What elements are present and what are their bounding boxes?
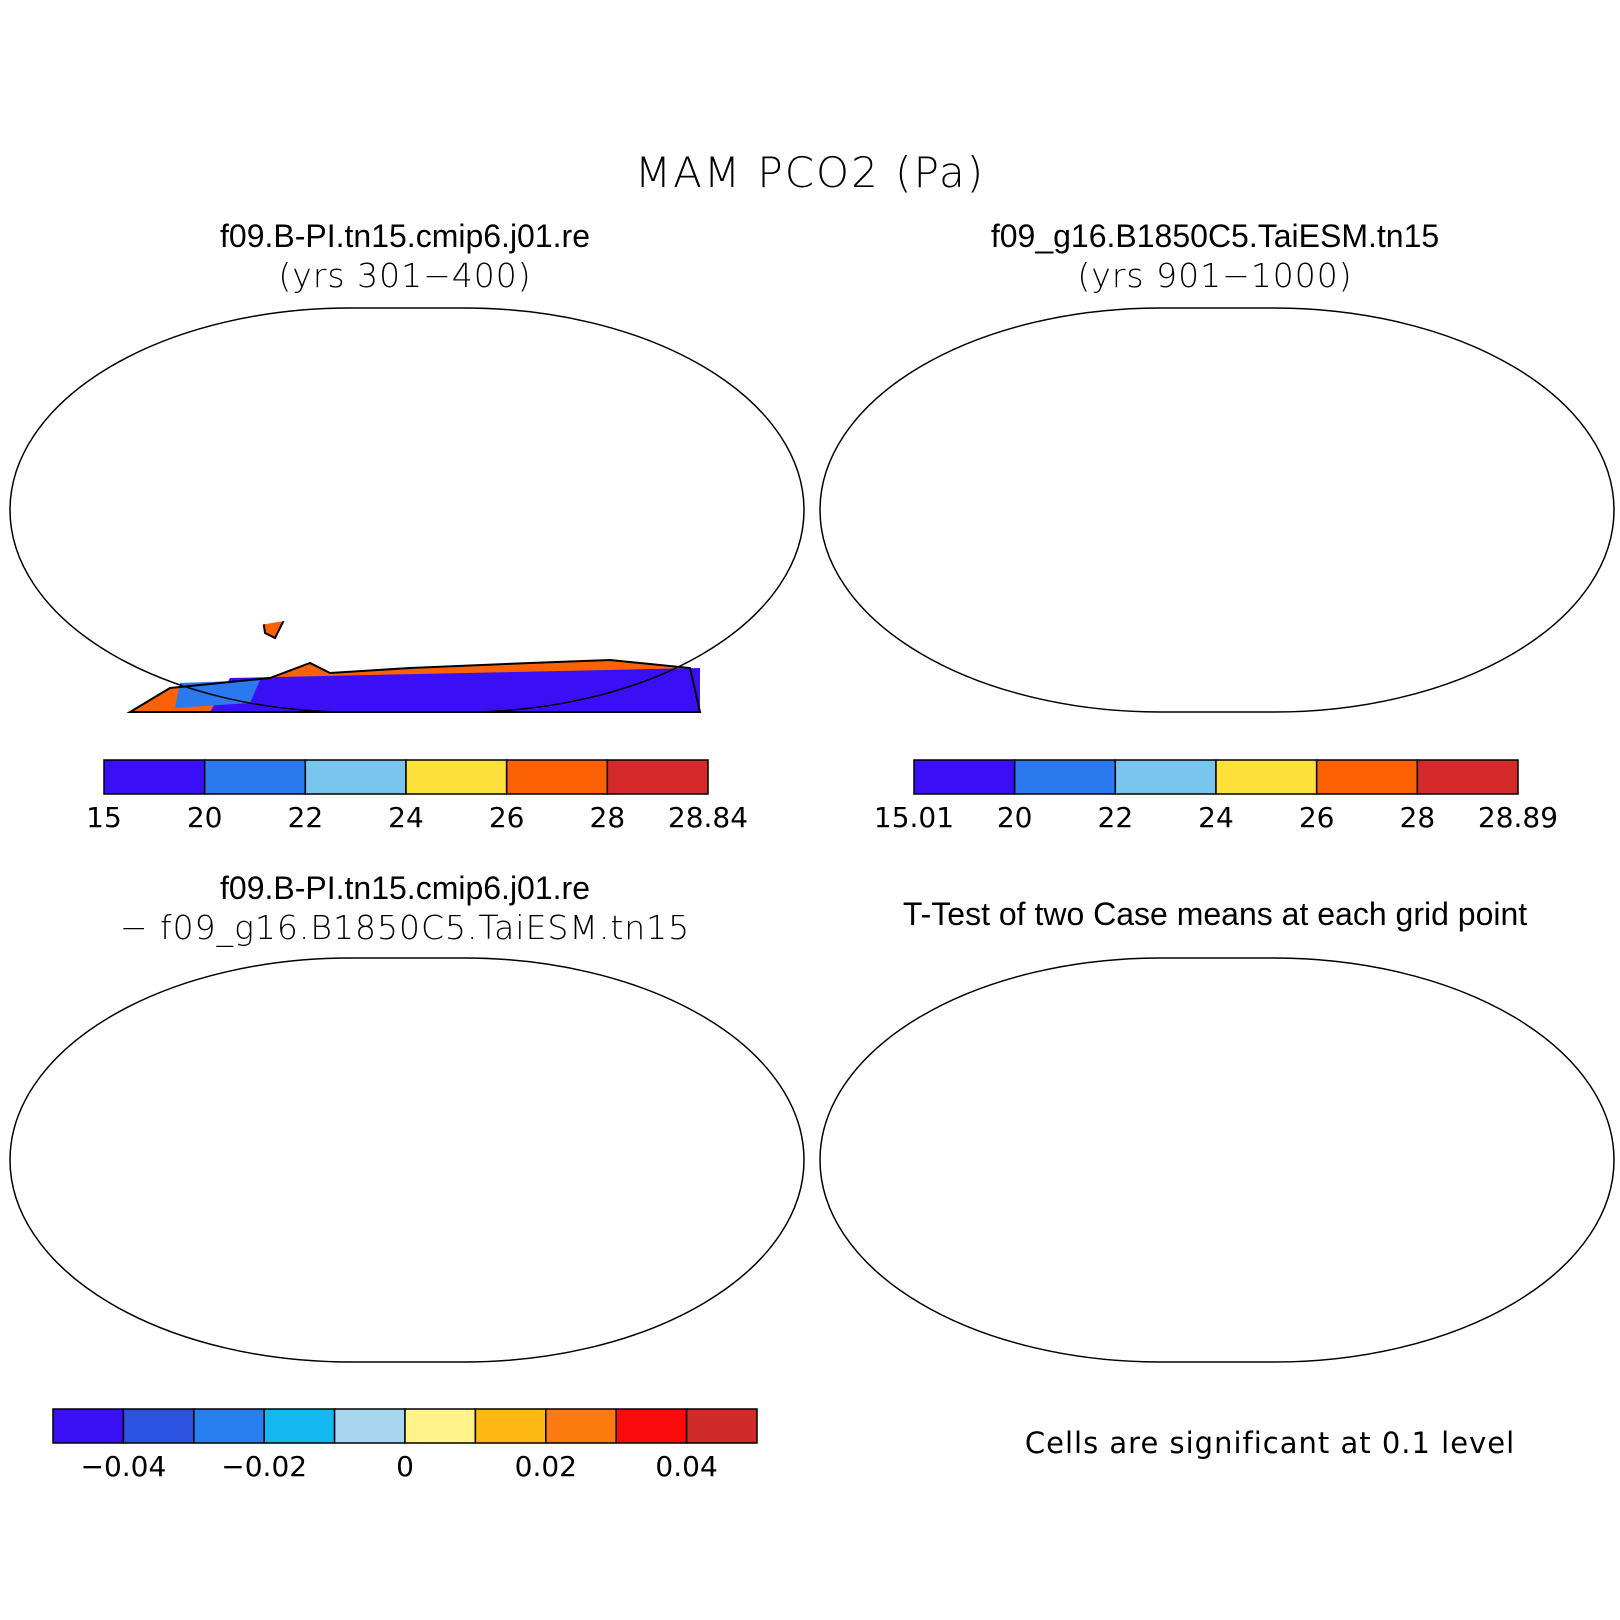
colorbar3-tick-label-4: 0.04 [655, 1450, 717, 1483]
panel2-title: f09_g16.B1850C5.TaiESM.tn15 [990, 218, 1440, 254]
panel1-map [9, 307, 805, 713]
colorbar1-tick-label-5: 28 [590, 801, 626, 834]
panel1-subtitle: (yrs 301−400) [278, 256, 532, 295]
colorbar3-swatch-9 [685, 1408, 758, 1444]
panel2-map [819, 307, 1615, 713]
colorbar-panel1: 15 20 22 24 26 28 28.84 [86, 759, 748, 834]
colorbar2-tick-label-5: 28 [1400, 801, 1436, 834]
colorbar3-swatch-6 [474, 1408, 547, 1444]
colorbar1-swatch-0 [103, 759, 206, 795]
panel2-title-block: f09_g16.B1850C5.TaiESM.tn15 (yrs 901−100… [815, 216, 1615, 296]
figure-title: MAM PCO2 (Pa) [634, 148, 986, 197]
colorbar1-tick-label-2: 22 [288, 801, 324, 834]
colorbar1-swatch-3 [405, 759, 508, 795]
colorbar-panel2: 15.01 20 22 24 26 28 28.89 [874, 759, 1558, 834]
colorbar2-swatch-2 [1114, 759, 1217, 795]
colorbar1-tick-label-3: 24 [388, 801, 424, 834]
colorbar2-swatch-3 [1215, 759, 1318, 795]
colorbar1-swatch-4 [505, 759, 609, 795]
colorbar1-tick-label-4: 26 [489, 801, 525, 834]
colorbar3-swatch-5 [404, 1408, 477, 1444]
panel1-title: f09.B-PI.tn15.cmip6.j01.re [220, 218, 590, 254]
colorbar3-tick-label-1: −0.02 [221, 1450, 307, 1483]
colorbar2-tick-label-6: 28.89 [1478, 801, 1558, 834]
colorbar1-tick-label-0: 15 [86, 801, 122, 834]
colorbar3-swatch-1 [122, 1408, 195, 1444]
colorbar2-tick-label-4: 26 [1299, 801, 1335, 834]
colorbar2-tick-label-2: 22 [1098, 801, 1134, 834]
colorbar3-swatch-3 [263, 1408, 336, 1444]
panel1-title-block: f09.B-PI.tn15.cmip6.j01.re (yrs 301−400) [5, 216, 805, 296]
panel4-title: T-Test of two Case means at each grid po… [902, 896, 1528, 932]
panel3-map [9, 957, 805, 1363]
colorbar3-swatch-8 [615, 1408, 688, 1444]
panel2-subtitle: (yrs 901−1000) [1077, 256, 1353, 295]
colorbar-panel3: −0.04 −0.02 0 0.02 0.04 [52, 1408, 758, 1483]
panel4-title-block: T-Test of two Case means at each grid po… [815, 894, 1615, 934]
colorbar2-tick-label-1: 20 [997, 801, 1033, 834]
colorbar3-swatch-7 [545, 1408, 617, 1444]
panel3-title: f09.B-PI.tn15.cmip6.j01.re [220, 870, 590, 906]
colorbar3-tick-label-3: 0.02 [515, 1450, 577, 1483]
panel4-map [819, 957, 1615, 1363]
colorbar1-swatch-5 [606, 759, 709, 795]
colorbar2-swatch-0 [913, 759, 1016, 795]
colorbar2-tick-label-0: 15.01 [874, 801, 954, 834]
colorbar2-swatch-1 [1013, 759, 1117, 795]
panel3-subtitle: − f09_g16.B1850C5.TaiESM.tn15 [119, 908, 691, 947]
colorbar1-swatch-1 [203, 759, 307, 795]
ttest-note: Cells are significant at 0.1 level [1024, 1426, 1516, 1460]
colorbar3-swatch-0 [52, 1408, 125, 1444]
colorbar2-tick-label-3: 24 [1198, 801, 1234, 834]
colorbar3-tick-label-2: 0 [396, 1450, 414, 1483]
colorbar2-swatch-4 [1315, 759, 1419, 795]
colorbar1-tick-label-6: 28.84 [668, 801, 748, 834]
colorbar3-tick-label-0: −0.04 [80, 1450, 166, 1483]
colorbar1-swatch-2 [304, 759, 407, 795]
colorbar1-tick-label-1: 20 [187, 801, 223, 834]
colorbar3-swatch-4 [333, 1408, 406, 1444]
panel3-title-block: f09.B-PI.tn15.cmip6.j01.re − f09_g16.B18… [5, 868, 805, 948]
colorbar2-swatch-5 [1416, 759, 1519, 795]
colorbar3-swatch-2 [193, 1408, 265, 1444]
